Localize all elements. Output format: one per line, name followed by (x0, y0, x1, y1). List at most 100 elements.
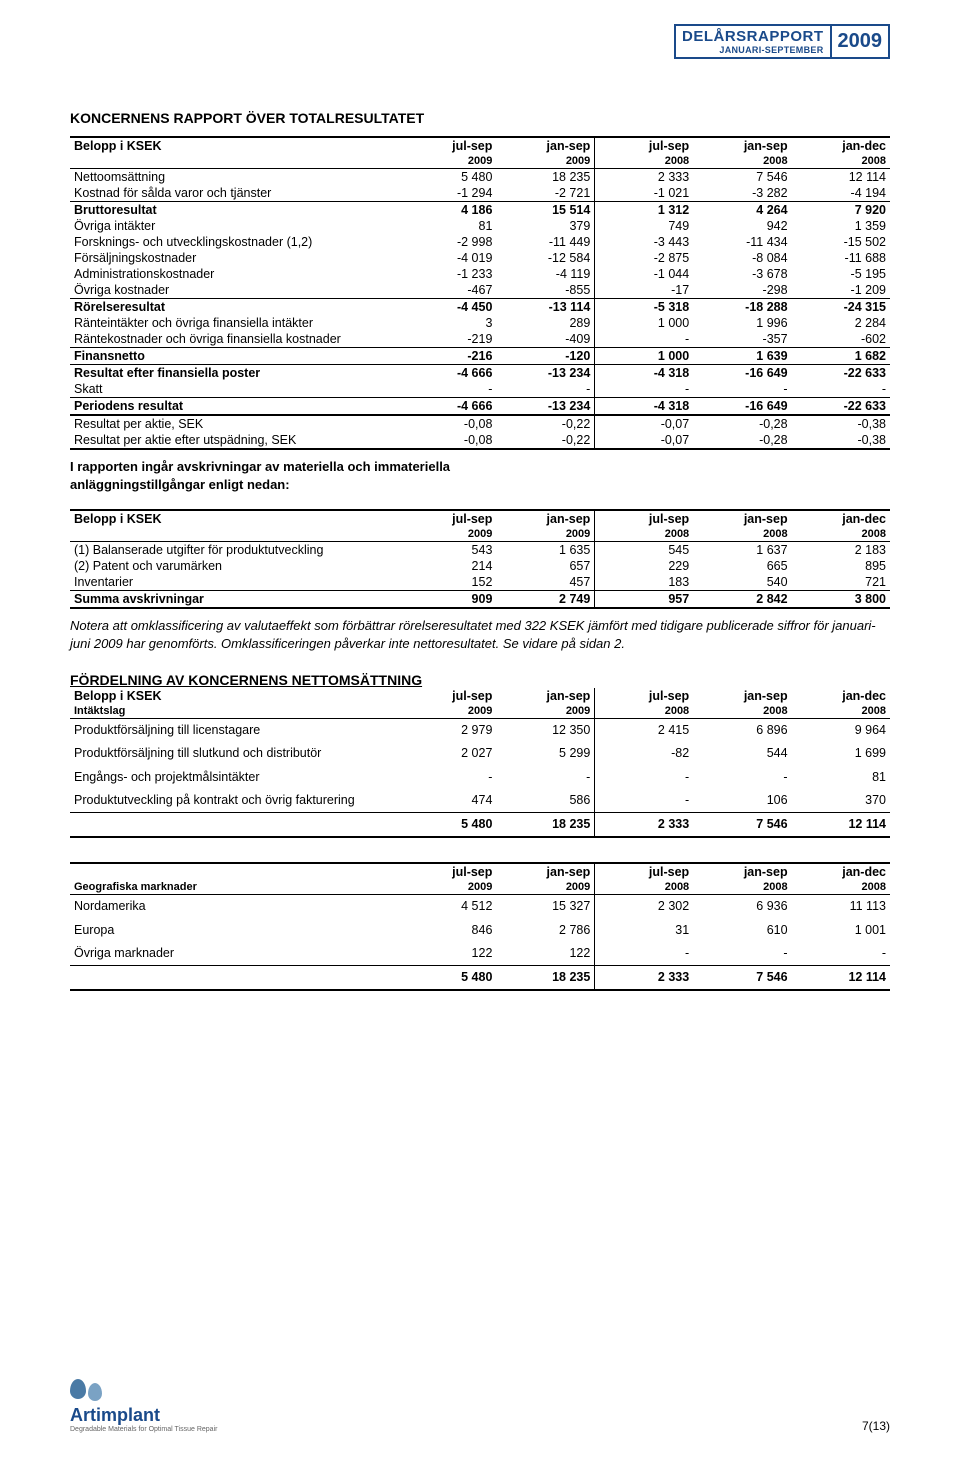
table-row: Inventarier152457183540721 (70, 574, 890, 591)
cell-value: -0,28 (693, 432, 791, 449)
cell-value: -602 (792, 331, 890, 348)
cell-value: 183 (595, 574, 693, 591)
section3-title: FÖRDELNING AV KONCERNENS NETTOMSÄTTNING (70, 672, 890, 688)
cell-value: 15 327 (496, 895, 594, 919)
cell-value: 721 (792, 574, 890, 591)
row-label: Resultat per aktie efter utspädning, SEK (70, 432, 398, 449)
cell-value: -1 294 (398, 185, 496, 202)
cell-value: -0,22 (496, 415, 594, 432)
row-label: Övriga marknader (70, 942, 398, 966)
report-header-box: DELÅRSRAPPORT JANUARI-SEPTEMBER 2009 (674, 24, 890, 59)
cell-value: 586 (496, 789, 594, 813)
row-label: Forsknings- och utvecklingskostnader (1,… (70, 234, 398, 250)
cell-value: 540 (693, 574, 791, 591)
cell-value: 122 (398, 942, 496, 966)
table-header: Belopp i KSEK jul-sep jan-sep jul-sep ja… (70, 510, 890, 542)
cell-value: 4 512 (398, 895, 496, 919)
col-period: jan-sep (496, 510, 594, 527)
row-label (70, 813, 398, 838)
col-year: 2009 (398, 527, 496, 542)
table-row: (1) Balanserade utgifter för produktutve… (70, 542, 890, 559)
cell-value: -0,07 (595, 415, 693, 432)
section1-title: KONCERNENS RAPPORT ÖVER TOTALRESULTATET (70, 110, 890, 126)
table-row: Nettoomsättning5 48018 2352 3337 54612 1… (70, 169, 890, 186)
header-label: Belopp i KSEK (70, 137, 398, 154)
col-year: 2008 (693, 527, 791, 542)
cell-value: -11 434 (693, 234, 791, 250)
cell-value: -219 (398, 331, 496, 348)
table-header: Belopp i KSEK jul-sep jan-sep jul-sep ja… (70, 137, 890, 169)
row-label: (1) Balanserade utgifter för produktutve… (70, 542, 398, 559)
cell-value: -120 (496, 348, 594, 365)
cell-value: -1 021 (595, 185, 693, 202)
cell-value: 2 302 (595, 895, 693, 919)
col-period: jan-dec (792, 863, 890, 880)
col-period: jul-sep (398, 137, 496, 154)
table-row: Engångs- och projektmålsintäkter----81 (70, 766, 890, 789)
cell-value: -0,08 (398, 432, 496, 449)
cell-value: 610 (693, 919, 791, 942)
cell-value: 2 284 (792, 315, 890, 331)
cell-value: 2 333 (595, 966, 693, 991)
cell-value: -18 288 (693, 299, 791, 316)
cell-value: -5 195 (792, 266, 890, 282)
table-row: Försäljningskostnader-4 019-12 584-2 875… (70, 250, 890, 266)
table-row: Resultat efter finansiella poster-4 666-… (70, 365, 890, 382)
cell-value: 4 186 (398, 202, 496, 219)
table-geografiska: jul-sep jan-sep jul-sep jan-sep jan-dec … (70, 862, 890, 991)
cell-value: 1 359 (792, 218, 890, 234)
col-year: 2009 (496, 880, 594, 895)
cell-value: 5 480 (398, 169, 496, 186)
cell-value: -4 119 (496, 266, 594, 282)
col-year: 2008 (693, 154, 791, 169)
row-label: Administrationskostnader (70, 266, 398, 282)
cell-value: 2 786 (496, 919, 594, 942)
cell-value: -3 678 (693, 266, 791, 282)
cell-value: 2 749 (496, 591, 594, 609)
col-year: 2008 (792, 527, 890, 542)
table-row: Forsknings- och utvecklingskostnader (1,… (70, 234, 890, 250)
logo-blob (70, 1379, 86, 1399)
col-period: jan-sep (693, 510, 791, 527)
cell-value: -11 688 (792, 250, 890, 266)
row-label: Produktutveckling på kontrakt och övrig … (70, 789, 398, 813)
cell-value: -1 044 (595, 266, 693, 282)
table-row: Produktförsäljning till slutkund och dis… (70, 742, 890, 765)
report-subtitle: JANUARI-SEPTEMBER (682, 45, 824, 55)
cell-value: 657 (496, 558, 594, 574)
row-label: Skatt (70, 381, 398, 398)
cell-value: -4 450 (398, 299, 496, 316)
cell-value: -16 649 (693, 398, 791, 416)
header-empty (70, 154, 398, 169)
cell-value: - (398, 381, 496, 398)
cell-value: -11 449 (496, 234, 594, 250)
col-year: 2009 (496, 527, 594, 542)
cell-value: -298 (693, 282, 791, 299)
cell-value: 12 350 (496, 719, 594, 743)
cell-value: 1 699 (792, 742, 890, 765)
footer: Artimplant Degradable Materials for Opti… (70, 1379, 890, 1433)
logo-text: Artimplant (70, 1405, 160, 1426)
cell-value: 846 (398, 919, 496, 942)
cell-value: 1 635 (496, 542, 594, 559)
row-label: Resultat efter finansiella poster (70, 365, 398, 382)
cell-value: 214 (398, 558, 496, 574)
cell-value: -3 443 (595, 234, 693, 250)
cell-value: -13 114 (496, 299, 594, 316)
cell-value: -2 875 (595, 250, 693, 266)
table-row: Resultat per aktie, SEK-0,08-0,22-0,07-0… (70, 415, 890, 432)
cell-value: -1 233 (398, 266, 496, 282)
col-period: jan-dec (792, 688, 890, 704)
row-label: Engångs- och projektmålsintäkter (70, 766, 398, 789)
col-period: jan-dec (792, 137, 890, 154)
table-body: Nettoomsättning5 48018 2352 3337 54612 1… (70, 169, 890, 450)
table-row: Produktutveckling på kontrakt och övrig … (70, 789, 890, 813)
cell-value: 18 235 (496, 813, 594, 838)
table-row: 5 48018 2352 3337 54612 114 (70, 813, 890, 838)
col-period: jul-sep (398, 688, 496, 704)
cell-value: 544 (693, 742, 791, 765)
cell-value: 3 800 (792, 591, 890, 609)
note-text: Notera att omklassificering av valutaeff… (70, 618, 876, 651)
cell-value: -8 084 (693, 250, 791, 266)
col-period: jul-sep (398, 863, 496, 880)
